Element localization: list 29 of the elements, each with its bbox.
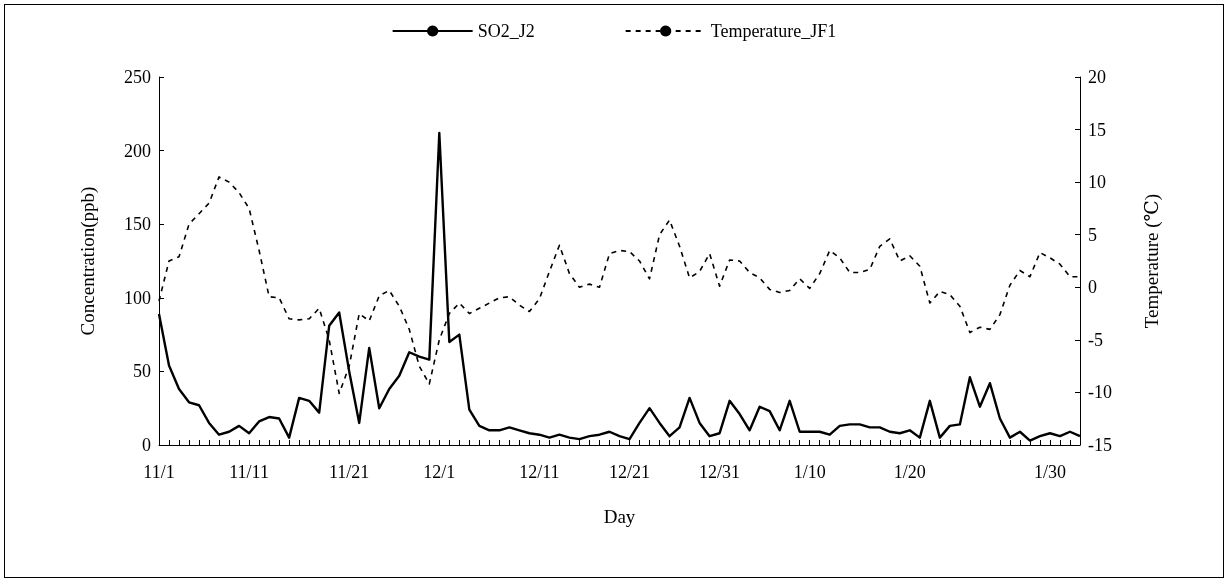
x-tick-label: 11/11 — [229, 462, 269, 482]
x-tick-label: 12/1 — [423, 462, 456, 482]
y-tick-label: 50 — [133, 361, 151, 382]
y2-tick-label: -10 — [1088, 382, 1112, 403]
x-tick-label: 12/31 — [699, 462, 741, 482]
y-tick-label: 0 — [142, 435, 151, 455]
x-tick-label: 11/1 — [143, 462, 175, 482]
x-tick-label: 12/11 — [519, 462, 560, 482]
y-tick-label: 200 — [124, 140, 151, 161]
y2-tick-label: 0 — [1088, 277, 1097, 298]
x-tick-label: 1/10 — [793, 462, 826, 482]
y-axis-title: Concentration(ppb) — [77, 186, 99, 336]
y2-tick-label: -5 — [1088, 329, 1103, 350]
y2-tick-label: 15 — [1088, 119, 1106, 140]
y2-tick-label: 10 — [1088, 172, 1106, 193]
legend-label: SO2_J2 — [477, 21, 535, 41]
y2-tick-label: 5 — [1088, 224, 1097, 245]
y2-tick-label: -15 — [1088, 435, 1112, 455]
y-tick-label: 250 — [124, 67, 151, 87]
y-tick-label: 150 — [124, 214, 151, 235]
legend-label: Temperature_JF1 — [710, 21, 837, 41]
x-tick-label: 1/20 — [893, 462, 926, 482]
y2-axis-title: Temperature (℃) — [1141, 193, 1163, 329]
y-tick-label: 100 — [124, 287, 151, 308]
x-tick-label: 11/21 — [329, 462, 370, 482]
x-tick-label: 1/30 — [1033, 462, 1066, 482]
x-tick-label: 12/21 — [609, 462, 651, 482]
y2-tick-label: 20 — [1088, 67, 1106, 87]
x-axis-title: Day — [603, 506, 636, 527]
